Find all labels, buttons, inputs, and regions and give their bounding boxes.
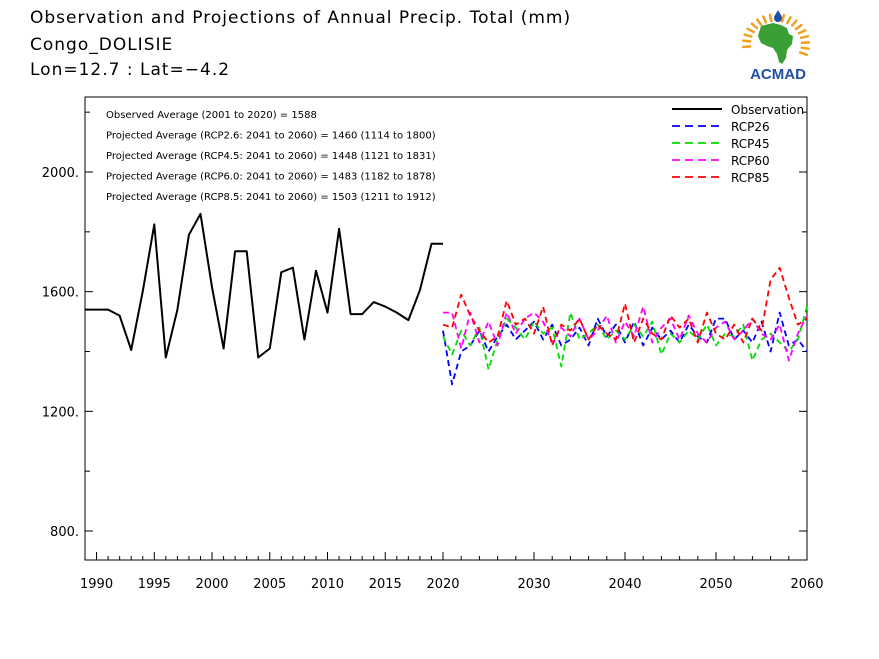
series-line-rcp60 bbox=[443, 305, 808, 362]
x-tick-label: 2005 bbox=[253, 577, 286, 592]
y-tick-label: 1200. bbox=[42, 405, 79, 420]
station-name: Congo_DOLISIE bbox=[30, 35, 174, 55]
station-coordinates: Lon=12.7 : Lat=−4.2 bbox=[30, 60, 231, 80]
sun-ray bbox=[794, 23, 803, 31]
sun-ray bbox=[786, 16, 792, 25]
sun-ray bbox=[768, 13, 773, 23]
axes bbox=[84, 96, 808, 561]
sun-ray bbox=[762, 15, 768, 24]
annotation-rcp26: Projected Average (RCP2.6: 2041 to 2060)… bbox=[106, 131, 436, 142]
series-line-rcp26 bbox=[442, 311, 808, 386]
annotations-block: Observed Average (2001 to 2020) = 1588 P… bbox=[106, 110, 436, 203]
series-line-rcp85 bbox=[442, 266, 808, 347]
y-tick-label: 800. bbox=[50, 525, 79, 540]
x-tick-label: 2030 bbox=[517, 577, 550, 592]
x-tick-label: 2040 bbox=[608, 577, 641, 592]
sun-ray bbox=[800, 46, 810, 50]
legend: Observation RCP26 RCP45 RCP60 RCP85 bbox=[672, 103, 804, 185]
x-tick-label: 2000 bbox=[195, 577, 228, 592]
sun-ray bbox=[741, 45, 752, 49]
sun-ray bbox=[755, 18, 763, 27]
x-tick-label: 2010 bbox=[311, 577, 344, 592]
series-line-rcp45 bbox=[442, 306, 808, 371]
y-tick-label: 1600. bbox=[42, 286, 79, 301]
legend-label-observation: Observation bbox=[731, 103, 804, 117]
y-tick-label: 2000. bbox=[42, 166, 79, 181]
water-drop-icon bbox=[774, 10, 782, 22]
annotation-rcp85: Projected Average (RCP8.5: 2041 to 2060)… bbox=[106, 192, 436, 203]
sun-ray bbox=[790, 19, 798, 27]
sun-ray bbox=[799, 34, 810, 40]
x-tick-label: 2020 bbox=[426, 577, 459, 592]
y-tick-labels: 800. 1200. 1600. 2000. bbox=[42, 166, 79, 540]
x-tick-label: 2060 bbox=[790, 577, 823, 592]
acmad-logo: ACMAD bbox=[735, 6, 821, 86]
plot-frame bbox=[84, 96, 808, 561]
sun-ray bbox=[743, 33, 753, 38]
x-tick-label: 1995 bbox=[138, 577, 171, 592]
sun-ray bbox=[746, 27, 755, 34]
x-tick-label: 2015 bbox=[369, 577, 402, 592]
legend-label-rcp26: RCP26 bbox=[731, 120, 770, 134]
sun-ray bbox=[798, 51, 809, 57]
sun-ray bbox=[750, 22, 759, 30]
sun-ray bbox=[797, 29, 807, 35]
x-tick-label: 1990 bbox=[80, 577, 113, 592]
annotation-observed: Observed Average (2001 to 2020) = 1588 bbox=[106, 110, 317, 121]
series-lines bbox=[85, 212, 808, 386]
x-tick-labels: 1990 1995 2000 2005 2010 2015 2020 2030 2040 2050… bbox=[80, 577, 824, 592]
annotation-rcp45: Projected Average (RCP4.5: 2041 to 2060)… bbox=[106, 151, 436, 162]
africa-shape bbox=[758, 23, 793, 64]
series-line-observation bbox=[85, 212, 443, 359]
legend-label-rcp85: RCP85 bbox=[731, 171, 770, 185]
sun-ray bbox=[780, 13, 786, 23]
legend-label-rcp60: RCP60 bbox=[731, 154, 770, 168]
logo-text: ACMAD bbox=[750, 66, 806, 83]
sun-ray bbox=[741, 39, 752, 43]
chart-title: Observation and Projections of Annual Pr… bbox=[30, 8, 572, 28]
africa-map-logo-icon: ACMAD bbox=[741, 10, 811, 83]
annotation-rcp60: Projected Average (RCP6.0: 2041 to 2060)… bbox=[106, 172, 436, 183]
legend-label-rcp45: RCP45 bbox=[731, 137, 770, 151]
x-tick-label: 2050 bbox=[699, 577, 732, 592]
